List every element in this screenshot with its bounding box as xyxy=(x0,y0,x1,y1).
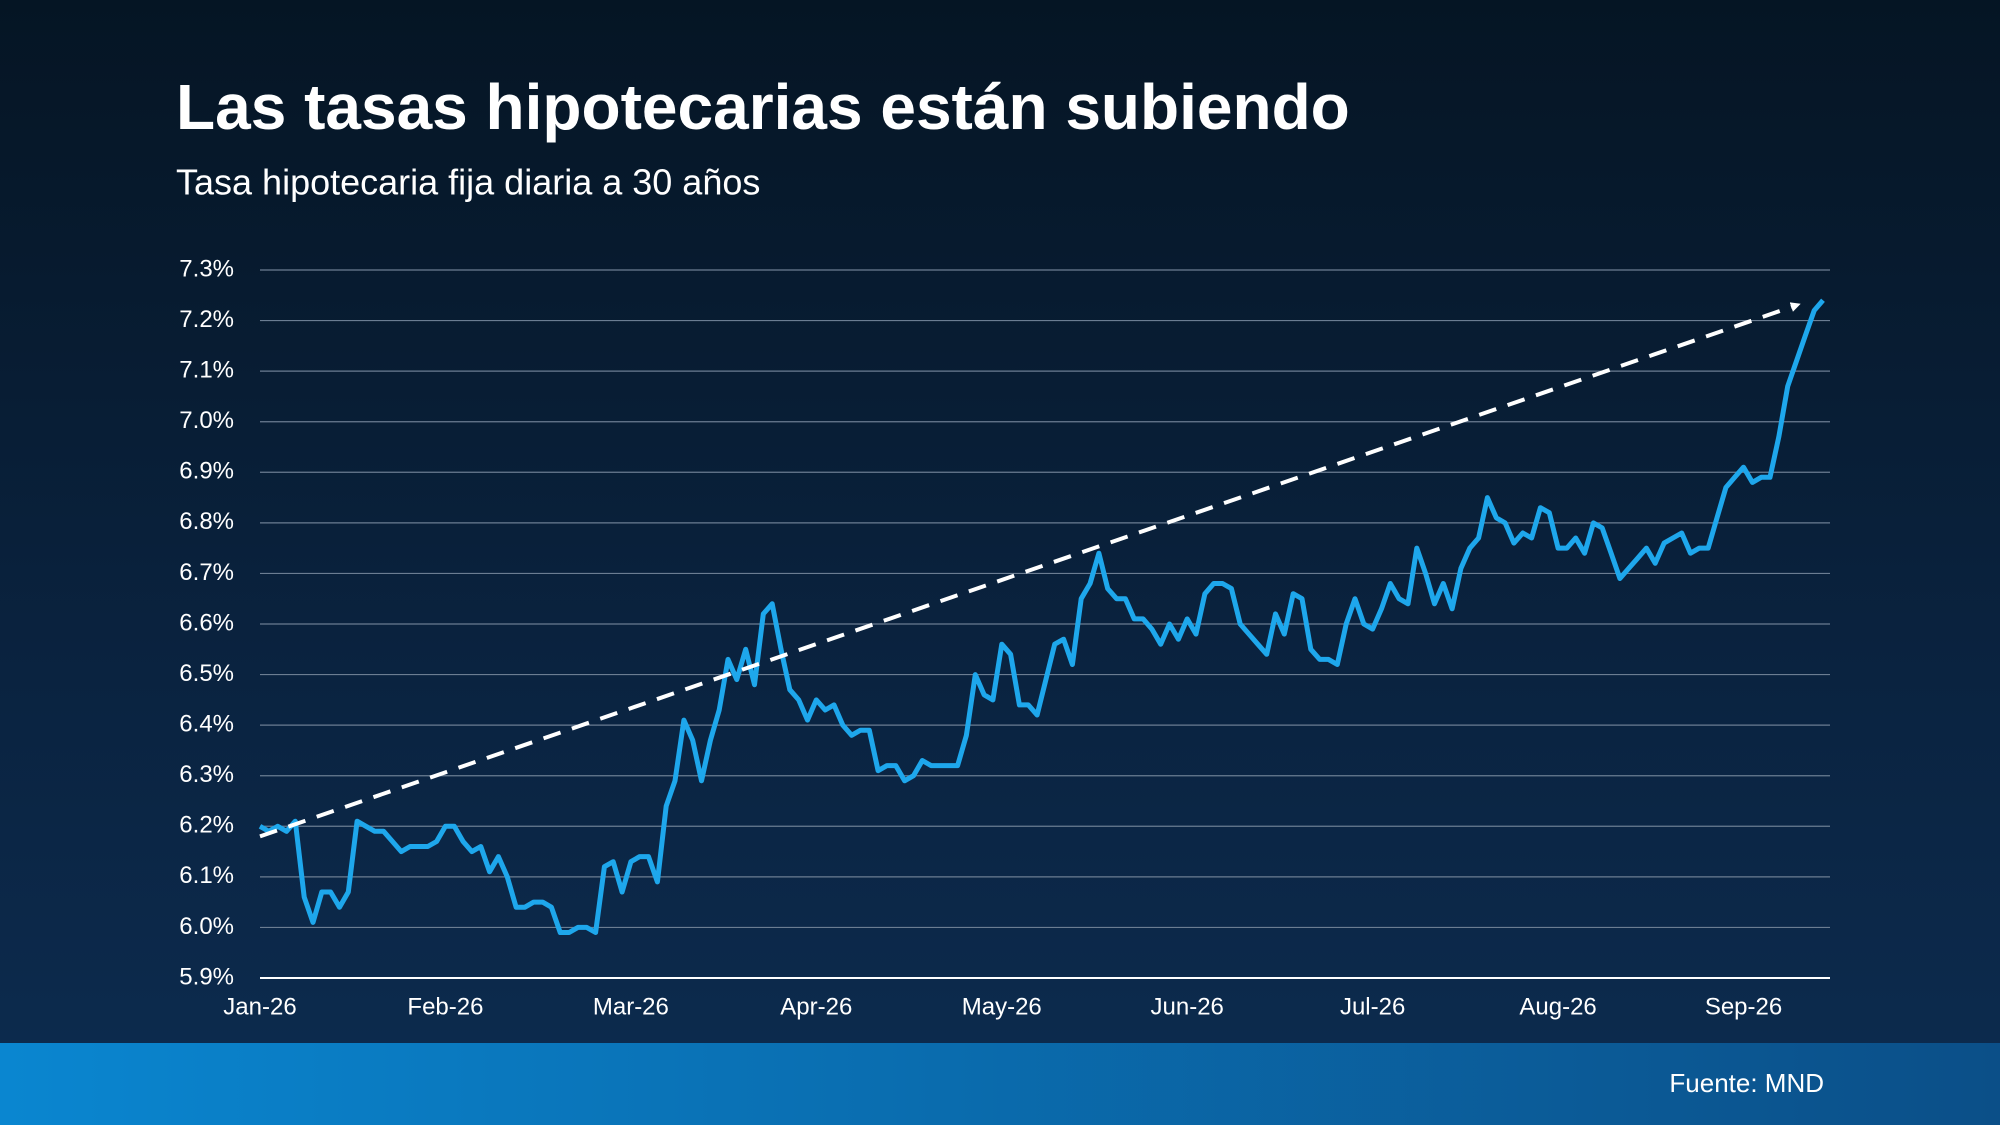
y-tick-label: 6.2% xyxy=(179,812,234,839)
footer-band xyxy=(0,1043,2000,1125)
y-tick-label: 7.3% xyxy=(179,255,234,282)
trend-arrow xyxy=(259,302,1801,839)
x-tick-label: Aug-26 xyxy=(1519,993,1596,1020)
y-tick-label: 7.2% xyxy=(179,306,234,333)
x-tick-label: Jul-26 xyxy=(1340,993,1405,1020)
x-tick-label: May-26 xyxy=(962,993,1042,1020)
y-tick-label: 6.4% xyxy=(179,710,234,737)
y-tick-label: 6.3% xyxy=(179,761,234,788)
x-tick-label: Feb-26 xyxy=(407,993,483,1020)
y-tick-label: 6.0% xyxy=(179,913,234,940)
x-tick-label: Jan-26 xyxy=(223,993,296,1020)
y-tick-label: 5.9% xyxy=(179,963,234,990)
chart-subtitle: Tasa hipotecaria fija diaria a 30 años xyxy=(176,162,760,203)
y-tick-label: 6.8% xyxy=(179,508,234,535)
y-tick-label: 6.7% xyxy=(179,559,234,586)
rate-line xyxy=(258,298,1825,935)
x-tick-label: Sep-26 xyxy=(1705,993,1782,1020)
y-tick-label: 6.9% xyxy=(179,458,234,485)
y-tick-label: 6.6% xyxy=(179,609,234,636)
y-tick-label: 7.0% xyxy=(179,407,234,434)
chart-title: Las tasas hipotecarias están subiendo xyxy=(176,71,1350,143)
y-tick-label: 6.5% xyxy=(179,660,234,687)
y-tick-label: 7.1% xyxy=(179,356,234,383)
y-tick-label: 6.1% xyxy=(179,862,234,889)
x-tick-label: Mar-26 xyxy=(593,993,669,1020)
x-tick-label: Apr-26 xyxy=(780,993,852,1020)
x-tick-label: Jun-26 xyxy=(1151,993,1224,1020)
source: Fuente: MND xyxy=(1669,1068,1824,1098)
